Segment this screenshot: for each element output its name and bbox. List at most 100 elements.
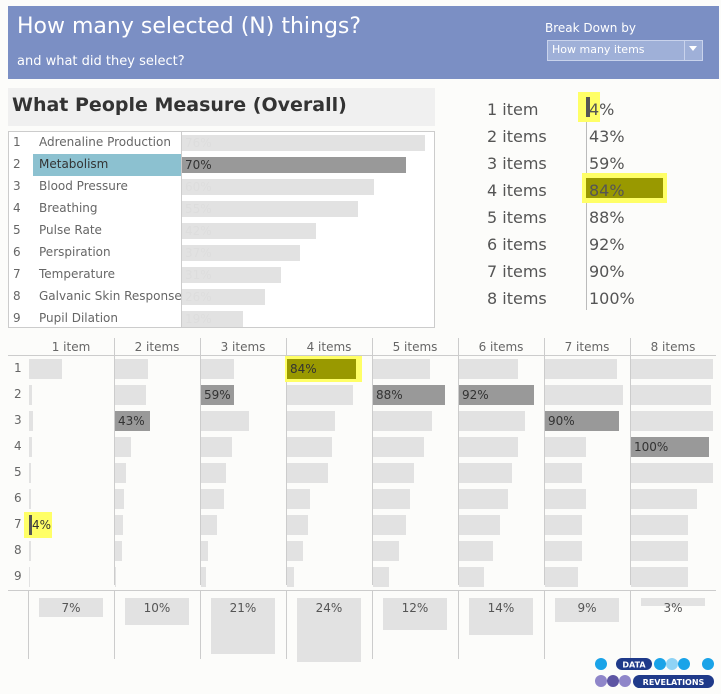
bar: [201, 411, 250, 431]
grid-column-divider: [372, 338, 373, 585]
rank-label: 3: [13, 179, 21, 193]
grid-column-divider: [286, 338, 287, 585]
bar: [115, 463, 126, 483]
bar: [29, 489, 31, 509]
label-separator: [181, 132, 182, 327]
bar: [182, 135, 426, 151]
bar-value-label: 90%: [548, 414, 575, 428]
totals-column-divider: [200, 591, 201, 659]
list-item[interactable]: 4 Breathing 55%: [9, 198, 434, 220]
column-header: 1 item: [51, 340, 91, 354]
rank-label: 9: [13, 311, 21, 325]
bar: [182, 267, 282, 283]
bar: [115, 385, 147, 405]
category-label: 6 items: [487, 235, 547, 254]
bar: [459, 411, 525, 431]
list-item[interactable]: 2 Metabolism 70%: [9, 154, 434, 176]
bar-value-label: 4%: [589, 100, 615, 119]
bar: [459, 515, 500, 535]
bar: [29, 385, 33, 405]
bar: [29, 437, 33, 457]
bar-value-label: 59%: [204, 388, 231, 402]
column-header: 8 items: [650, 340, 696, 354]
list-item[interactable]: 7 Temperature 31%: [9, 264, 434, 286]
bar: [631, 411, 713, 431]
bar: [39, 598, 103, 617]
bar: [287, 515, 309, 535]
bar-value-label: 7%: [61, 601, 81, 615]
bar: [373, 437, 424, 457]
left-panel-title-text: What People Measure (Overall): [12, 94, 347, 116]
bar: [469, 598, 533, 636]
list-item[interactable]: 8 Galvanic Skin Response 26%: [9, 286, 434, 308]
bar: [545, 359, 618, 379]
bar: [115, 411, 151, 431]
bar: [287, 411, 335, 431]
bar: [182, 157, 406, 173]
bar: [29, 567, 30, 587]
bar: [201, 463, 226, 483]
bar: [182, 223, 317, 239]
list-item[interactable]: 6 Perspiration 37%: [9, 242, 434, 264]
breakdown-dropdown[interactable]: How many items: [547, 40, 703, 61]
measure-label: Pupil Dilation: [39, 311, 118, 325]
logo-text-bottom: REVELATIONS: [643, 678, 705, 687]
bar: [115, 515, 124, 535]
measure-label: Galvanic Skin Response: [39, 289, 182, 303]
row-header: 3: [14, 413, 22, 427]
bar-value-label: 84%: [589, 181, 625, 200]
logo-text-top: DATA: [622, 661, 646, 670]
bar-value-label: 19%: [185, 312, 212, 326]
bar: [586, 97, 590, 117]
totals-column-divider: [372, 591, 373, 659]
list-item[interactable]: 1 Adrenaline Production 76%: [9, 132, 434, 154]
list-item[interactable]: 5 Pulse Rate 42%: [9, 220, 434, 242]
bar-value-label: 4%: [32, 518, 52, 532]
bar: [287, 385, 353, 405]
bar-value-label: 90%: [589, 262, 625, 281]
bar: [641, 598, 705, 606]
bar: [373, 385, 446, 405]
bar: [182, 201, 358, 217]
grid-column-divider: [544, 338, 545, 585]
bar: [373, 567, 390, 587]
bar: [631, 359, 713, 379]
row-header: 5: [14, 465, 22, 479]
category-label: 8 items: [487, 289, 547, 308]
bar: [631, 515, 689, 535]
row-header: 7: [14, 517, 22, 531]
bar: [182, 289, 266, 305]
category-label: 5 items: [487, 208, 547, 227]
totals-column-divider: [458, 591, 459, 659]
list-item[interactable]: 3 Blood Pressure 60%: [9, 176, 434, 198]
bar: [287, 541, 304, 561]
bar: [29, 515, 33, 535]
measure-label: Adrenaline Production: [39, 135, 171, 149]
bar: [459, 437, 519, 457]
row-header: 6: [14, 491, 22, 505]
bar: [287, 463, 328, 483]
bar: [631, 541, 689, 561]
bar: [201, 359, 234, 379]
list-item[interactable]: 9 Pupil Dilation 19%: [9, 308, 434, 330]
grid-column-divider: [458, 338, 459, 585]
bar: [459, 359, 519, 379]
rank-label: 6: [13, 245, 21, 259]
rank-label: 8: [13, 289, 21, 303]
bar: [115, 489, 125, 509]
column-header: 3 items: [220, 340, 266, 354]
bar: [297, 598, 361, 662]
bar: [201, 489, 224, 509]
page-subtitle: and what did they select?: [17, 54, 185, 69]
dropdown-button[interactable]: [684, 41, 702, 60]
bar: [201, 567, 206, 587]
chevron-down-icon: [689, 46, 697, 51]
bar: [182, 311, 243, 327]
totals-column-divider: [114, 591, 115, 659]
bar: [555, 598, 619, 622]
bar: [459, 567, 484, 587]
data-revelations-logo: DATA REVELATIONS: [595, 658, 714, 688]
bar-value-label: 100%: [589, 289, 635, 308]
bar-value-label: 55%: [185, 202, 212, 216]
rank-label: 2: [13, 157, 21, 171]
